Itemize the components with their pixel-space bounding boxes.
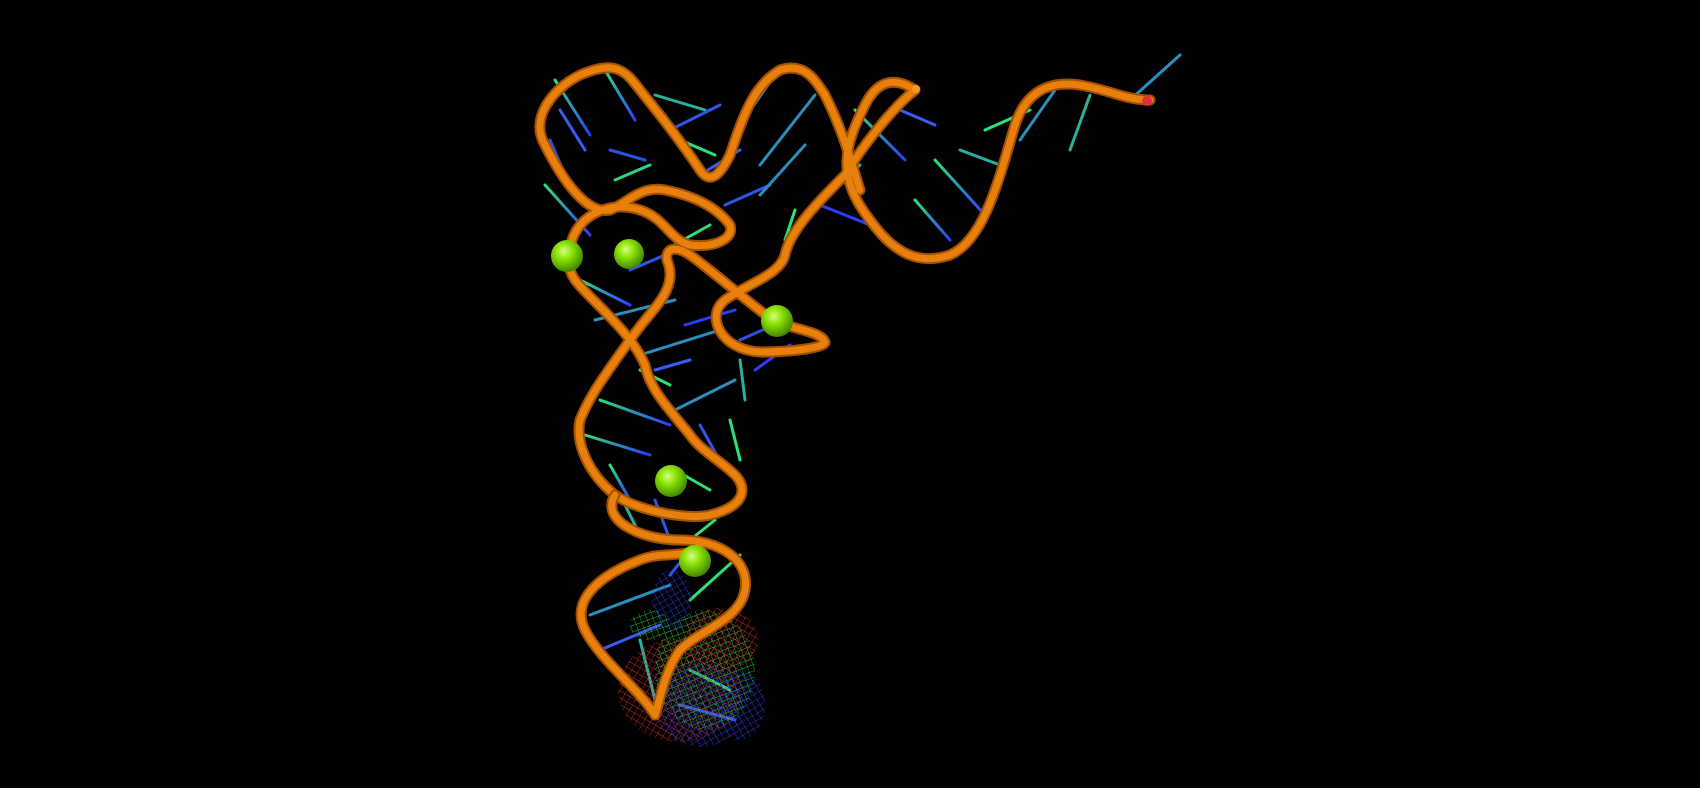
ion-sphere [655, 465, 687, 497]
ion-sphere [679, 545, 711, 577]
ion-sphere [761, 305, 793, 337]
ion-sphere [614, 239, 644, 269]
ion-sphere [551, 240, 583, 272]
rna-backbone-ribbon [534, 62, 1156, 721]
ligand-mesh-surface [618, 570, 765, 747]
magnesium-ions [551, 239, 793, 577]
terminus-marker [1142, 96, 1152, 106]
